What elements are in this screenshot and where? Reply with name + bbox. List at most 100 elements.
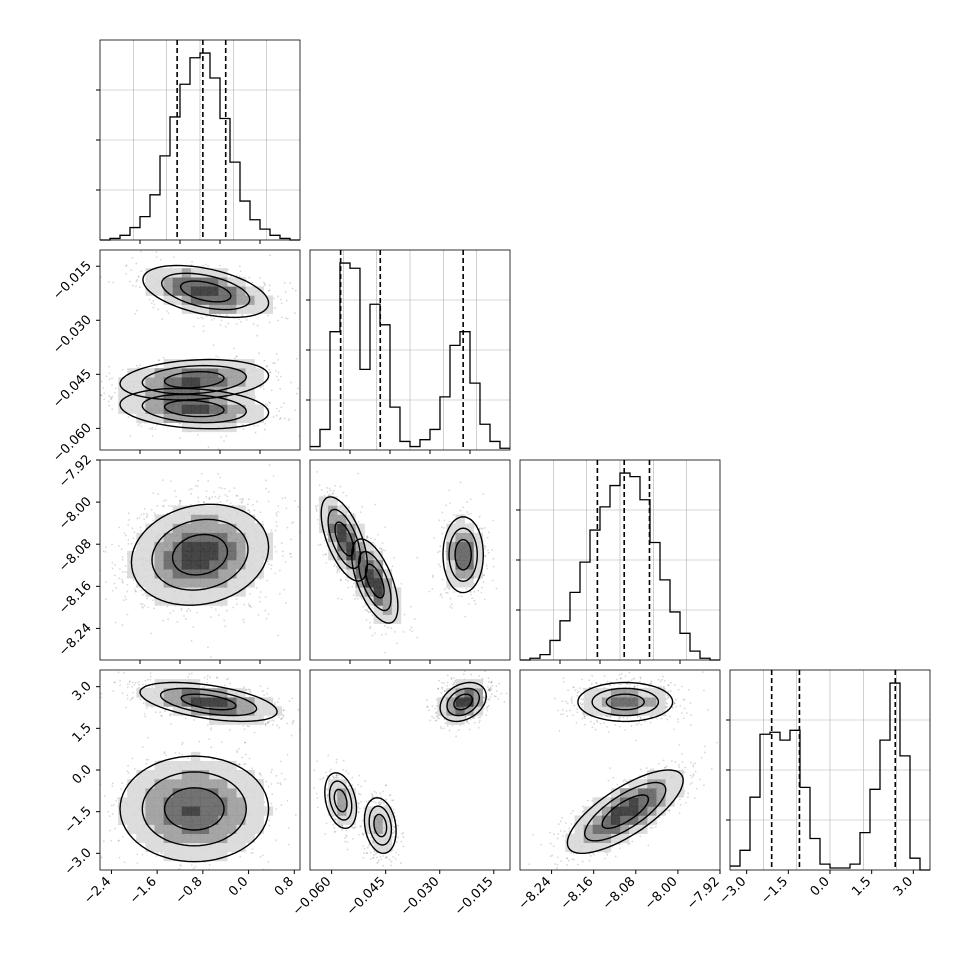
density-cell [136,578,146,588]
scatter-point [209,676,211,679]
scatter-point [273,703,276,706]
scatter-point [339,485,342,488]
density-cell [181,295,192,305]
scatter-point [146,512,148,515]
scatter-point [268,321,271,324]
scatter-point [272,416,275,418]
panel-frame [99,459,301,661]
density-cell [190,560,201,570]
density-cell [236,277,246,287]
scatter-point [267,613,270,615]
scatter-point [441,532,444,535]
scatter-point [248,511,251,513]
scatter-point [286,317,289,320]
density-cell [254,550,264,561]
scatter-point [137,276,140,279]
scatter-point [374,538,377,541]
scatter-point [275,550,278,553]
scatter-point [219,264,221,267]
density-cell [227,359,237,369]
scatter-point [162,619,165,622]
scatter-point [139,364,142,367]
scatter-point [478,515,481,518]
scatter-point [384,526,387,529]
density-cell [218,395,228,405]
density-cell [236,523,246,534]
scatter-point [297,505,299,508]
scatter-point [127,523,130,526]
scatter-point [151,428,153,431]
scatter-point [176,621,179,623]
scatter-point [361,505,364,508]
scatter-point [148,427,151,430]
scatter-point [450,603,453,606]
scatter-point [135,280,138,283]
density-cell [218,386,228,396]
scatter-point [111,377,113,380]
density-cell [145,395,155,405]
density-cell [227,404,237,414]
scatter-point [184,617,187,620]
density-cell [145,578,155,588]
scatter-point [127,538,130,541]
scatter-point [236,494,239,497]
scatter-point [216,502,219,505]
scatter-point [141,603,144,606]
scatter-point [491,579,494,582]
density-cell [200,359,210,369]
scatter-point [167,312,170,315]
density-cell [154,578,164,588]
density-cell [172,286,183,296]
density-cell [163,587,174,597]
scatter-point [135,262,138,265]
scatter-point [97,418,99,420]
scatter-point [138,517,141,519]
scatter-point [111,395,114,398]
density-cell [163,596,174,606]
scatter-point [267,314,269,317]
scatter-point [289,282,292,284]
scatter-point [156,424,159,426]
scatter-point [218,495,221,498]
scatter-point [175,495,178,498]
scatter-point [359,511,362,514]
scatter-point [207,446,210,448]
scatter-point [217,497,220,500]
scatter-point [262,281,265,284]
scatter-point [272,362,275,365]
scatter-point [114,387,117,390]
scatter-point [448,489,451,492]
scatter-point [256,424,259,427]
scatter-point [249,593,252,595]
density-cell [209,377,219,387]
scatter-point [241,314,244,317]
scatter-point [117,545,120,547]
density-cell [154,404,164,414]
density-cell [145,541,155,552]
scatter-point [492,565,495,568]
scatter-point [448,588,451,590]
scatter-point [257,613,260,616]
density-cell [172,596,183,606]
density-cell [163,359,174,369]
scatter-point [303,378,305,380]
density-cell [218,587,228,597]
scatter-point [315,510,318,512]
scatter-point [238,265,241,268]
scatter-point [151,435,154,437]
scatter-point [227,322,230,325]
scatter-point [251,848,254,850]
density-cell [227,569,237,579]
scatter-point [366,610,369,612]
scatter-point [254,431,257,434]
scatter-point [121,558,124,561]
scatter-point [331,492,334,495]
density-cell [163,377,174,387]
density-cell [227,532,237,543]
scatter-point [158,359,161,362]
scatter-point [264,609,267,612]
scatter-point [316,518,319,521]
scatter-point [228,490,231,493]
density-cell [200,596,210,606]
scatter-point [402,630,405,633]
